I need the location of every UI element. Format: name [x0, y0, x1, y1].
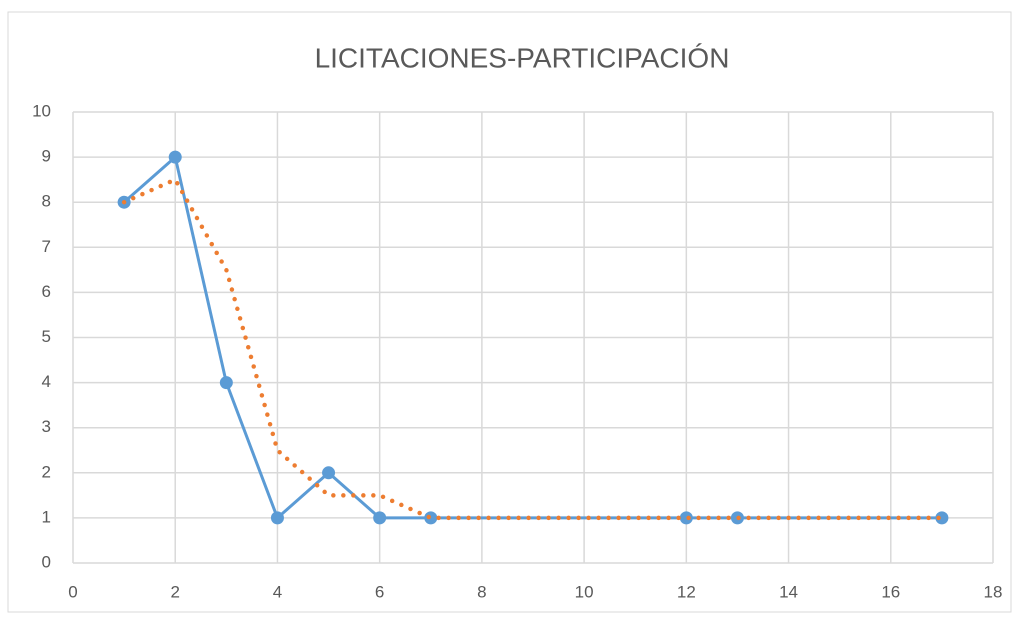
x-tick-label: 14: [779, 582, 798, 601]
point: [373, 511, 387, 525]
y-tick-label: 7: [42, 237, 51, 256]
y-tick-label: 8: [42, 192, 51, 211]
series-line: [121, 176, 945, 521]
y-tick-label: 5: [42, 327, 51, 346]
point: [322, 466, 336, 480]
point: [168, 150, 182, 164]
point: [679, 511, 693, 525]
y-tick-label: 4: [42, 372, 51, 391]
x-tick-label: 0: [68, 582, 77, 601]
x-tick-label: 4: [273, 582, 282, 601]
y-tick-label: 10: [32, 101, 51, 120]
y-tick-label: 2: [42, 462, 51, 481]
y-tick-label: 9: [42, 147, 51, 166]
point: [219, 376, 233, 390]
y-tick-label: 3: [42, 417, 51, 436]
point: [935, 511, 949, 525]
x-tick-label: 6: [375, 582, 384, 601]
x-tick-label: 10: [575, 582, 594, 601]
x-tick-label: 16: [881, 582, 900, 601]
x-tick-label: 18: [984, 582, 1003, 601]
x-tick-label: 12: [677, 582, 696, 601]
y-tick-label: 0: [42, 552, 51, 571]
chart-border: [7, 11, 1012, 613]
y-tick-label: 6: [42, 282, 51, 301]
point: [270, 511, 284, 525]
chart-title: LICITACIONES-PARTICIPACIÓN: [315, 42, 730, 73]
y-tick-label: 1: [42, 507, 51, 526]
x-tick-label: 8: [477, 582, 486, 601]
x-tick-label: 2: [170, 582, 179, 601]
